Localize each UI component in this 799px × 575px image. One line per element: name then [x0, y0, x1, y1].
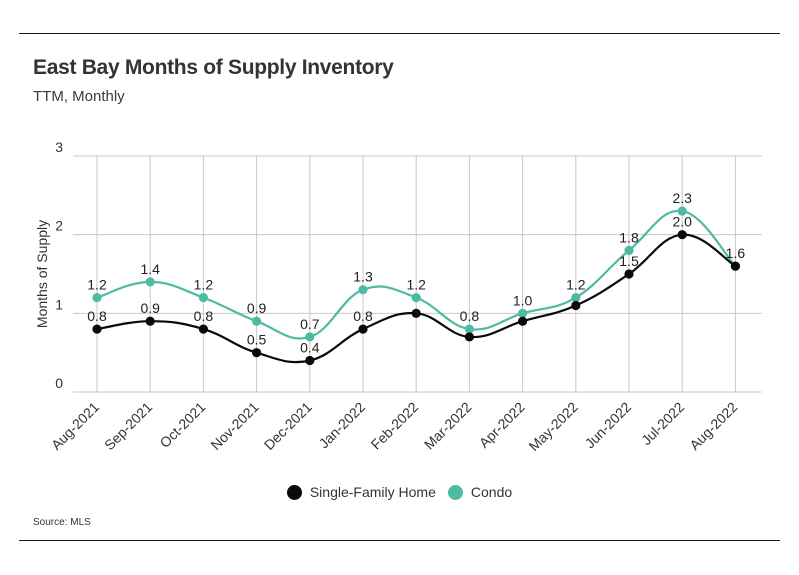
data-label-single-family: 0.4 — [300, 340, 320, 356]
x-tick-label: Jul-2022 — [638, 399, 687, 448]
data-point-condo — [411, 293, 421, 303]
data-label-single-family: 1.5 — [619, 253, 639, 269]
data-label-condo: 1.4 — [140, 261, 160, 277]
y-tick-label: 0 — [55, 375, 63, 391]
data-point-condo — [92, 293, 102, 303]
data-label-condo: 1.2 — [87, 277, 107, 293]
data-point-single-family — [677, 230, 687, 240]
x-tick-label: Apr-2022 — [476, 399, 528, 451]
data-label-single-family: 0.8 — [87, 308, 107, 324]
y-tick-label: 3 — [55, 139, 63, 155]
x-tick-label: Jan-2022 — [316, 399, 369, 452]
x-tick-label: Sep-2021 — [101, 399, 155, 453]
data-point-single-family — [730, 261, 741, 271]
data-point-condo — [677, 206, 687, 216]
data-point-single-family — [358, 324, 368, 334]
data-point-single-family — [92, 324, 102, 334]
data-point-condo — [305, 332, 315, 342]
x-tick-label: Feb-2022 — [368, 399, 422, 453]
legend-label-condo: Condo — [470, 484, 513, 500]
bottom-rule — [19, 540, 780, 541]
top-rule — [19, 33, 780, 34]
data-label-condo: 1.2 — [194, 277, 214, 293]
data-label-single-family: 0.5 — [247, 332, 267, 348]
data-label-condo: 1.2 — [566, 277, 586, 293]
data-point-condo — [145, 277, 155, 287]
x-tick-label: Dec-2021 — [261, 399, 315, 453]
data-label-condo: 1.0 — [513, 292, 533, 308]
data-point-condo — [464, 324, 474, 334]
data-label-condo: 0.8 — [460, 308, 480, 324]
y-tick-label: 2 — [55, 218, 63, 234]
data-label-single-family: 0.8 — [194, 308, 214, 324]
series-layer — [92, 206, 741, 366]
x-tick-label: Aug-2022 — [686, 399, 740, 453]
data-label-condo: 1.3 — [353, 269, 373, 285]
data-point-condo — [624, 245, 634, 255]
data-point-condo — [198, 293, 208, 303]
data-point-single-family — [411, 308, 421, 318]
x-tick-label: Aug-2021 — [48, 399, 102, 453]
data-label-condo: 0.9 — [247, 300, 267, 316]
data-point-single-family — [145, 316, 155, 326]
chart-subtitle: TTM, Monthly — [33, 88, 125, 105]
data-point-single-family — [571, 300, 581, 311]
data-label-single-family: 0.9 — [140, 300, 160, 316]
data-point-single-family — [198, 324, 208, 334]
legend-swatch-single-family — [286, 484, 302, 500]
data-point-condo — [571, 293, 581, 303]
chart-title: East Bay Months of Supply Inventory — [33, 56, 394, 79]
legend-item-single-family[interactable]: Single-Family Home — [286, 484, 436, 500]
data-label-single-family: 2.0 — [672, 214, 692, 230]
x-tick-label: Nov-2021 — [207, 399, 261, 453]
data-point-condo — [518, 308, 528, 318]
data-point-condo — [252, 316, 262, 326]
data-label-condo: 1.2 — [406, 277, 426, 293]
data-label-condo: 1.6 — [726, 245, 746, 261]
x-tick-label: May-2022 — [526, 399, 581, 454]
label-layer: 1.2 1.4 1.2 0.9 0.7 1.3 1.2 0.8 1.0 1.2 1.8 2.3 1.6 0… — [87, 190, 745, 355]
data-point-single-family — [252, 348, 262, 358]
x-tick-label: Oct-2021 — [156, 399, 208, 451]
legend-label-single-family: Single-Family Home — [309, 484, 436, 500]
x-tick-label: Jun-2022 — [582, 399, 635, 452]
x-tick-label: Mar-2022 — [421, 399, 475, 453]
data-label-single-family: 0.8 — [353, 308, 373, 324]
legend: Single-Family Home Condo — [0, 484, 799, 500]
data-label-condo: 0.7 — [300, 316, 320, 332]
data-point-single-family — [624, 269, 634, 279]
grid-layer — [73, 155, 762, 393]
source-note: Source: MLS — [33, 517, 91, 528]
data-label-condo: 2.3 — [672, 190, 692, 206]
y-tick-label: 1 — [55, 296, 63, 312]
data-point-condo — [358, 285, 368, 295]
data-point-single-family — [464, 332, 474, 342]
legend-item-condo[interactable]: Condo — [447, 484, 513, 500]
legend-swatch-condo — [447, 484, 463, 500]
y-axis-title: Months of Supply — [34, 220, 50, 328]
data-point-single-family — [305, 355, 315, 366]
data-label-condo: 1.8 — [619, 229, 639, 245]
data-point-single-family — [518, 316, 528, 326]
